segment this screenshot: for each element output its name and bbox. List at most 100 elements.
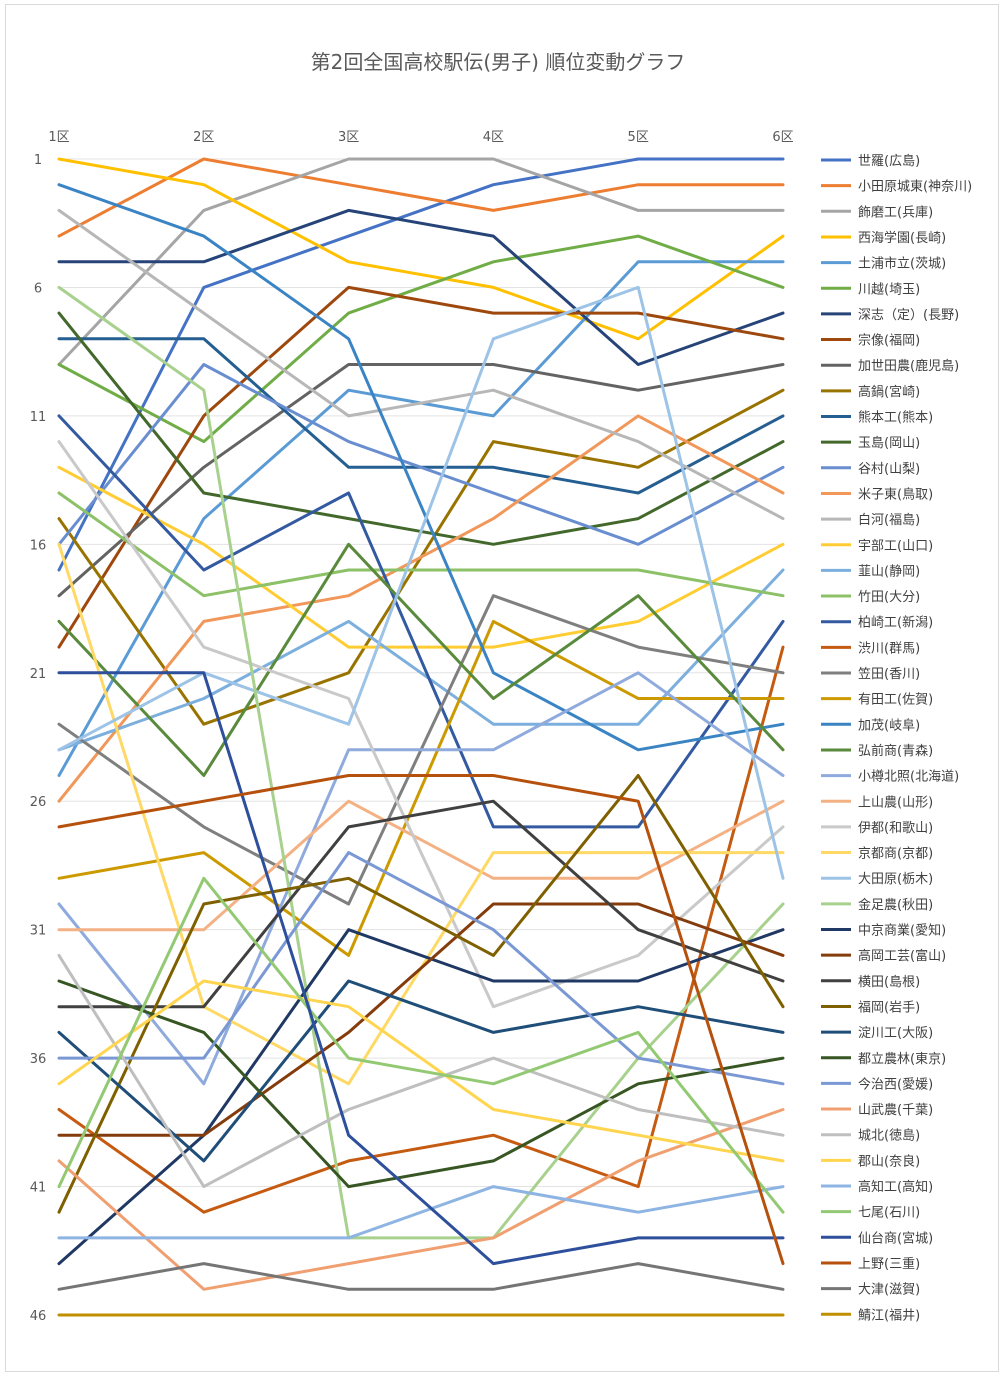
x-tick-label: 5区 — [628, 130, 649, 145]
legend-label: 飾磨工(兵庫) — [858, 205, 933, 220]
legend-entry: 弘前商(青森) — [821, 743, 933, 759]
legend-entry: 米子東(鳥取) — [821, 486, 933, 502]
legend-entry: 飾磨工(兵庫) — [821, 205, 933, 220]
legend-label: 宇部工(山口) — [858, 539, 933, 554]
series-line-34 — [57, 774, 785, 1214]
y-tick-label: 26 — [30, 795, 47, 810]
legend-entry: 淀川工(大阪) — [821, 1026, 933, 1041]
legend-entry: 都立農林(東京) — [821, 1051, 946, 1067]
chart-frame: 第2回全国高校駅伝(男子) 順位変動グラフ 1区 2区 3区 4区 5区 6区 1 6 11 1… — [5, 4, 999, 1372]
x-tick-label: 3区 — [338, 130, 359, 145]
legend-entry: 鯖江(福井) — [821, 1308, 920, 1323]
legend-label: 韮山(静岡) — [858, 564, 920, 579]
series-line-35 — [57, 979, 785, 1163]
legend-entry: 中京商業(愛知) — [821, 923, 946, 939]
series-line-27 — [57, 440, 785, 1009]
series-line-43 — [57, 671, 785, 1266]
series-line-3 — [57, 157, 785, 366]
legend-entry: 白河(福島) — [821, 512, 920, 528]
series-line-41 — [57, 1185, 785, 1240]
legend-entry: 金足農(秋田) — [821, 897, 933, 913]
legend-entry: 山武農(千葉) — [821, 1103, 933, 1118]
legend-label: 笠田(香川) — [858, 667, 920, 682]
legend-label: 土浦市立(茨城) — [858, 256, 946, 272]
series-line-9 — [57, 363, 785, 598]
legend-label: 高知工(高知) — [858, 1179, 933, 1195]
series-line-42 — [57, 876, 785, 1214]
series-line-30 — [57, 285, 785, 1240]
legend-entry: 福岡(岩手) — [821, 1000, 920, 1015]
legend-label: 世羅(広島) — [858, 154, 920, 169]
legend-label: 玉島(岡山) — [858, 436, 920, 451]
legend-label: 伊都(和歌山) — [858, 821, 933, 836]
legend-label: 京都商(京都) — [858, 847, 933, 862]
legend-entry: 郡山(奈良) — [821, 1153, 920, 1169]
series-line-13 — [57, 363, 785, 546]
series-line-45 — [57, 1262, 785, 1291]
legend-label: 横田(島根) — [858, 975, 920, 990]
legend-entry: 小田原城東(神奈川) — [821, 179, 972, 195]
legend-entry: 韮山(静岡) — [821, 564, 920, 579]
legend-entry: 上山農(山形) — [821, 795, 933, 810]
legend-entry: 今治西(愛媛) — [821, 1076, 933, 1092]
legend-label: 弘前商(青森) — [858, 743, 933, 759]
legend-label: 郡山(奈良) — [858, 1153, 920, 1169]
legend-entry: 小樽北照(北海道) — [821, 769, 959, 785]
x-tick-label: 6区 — [772, 130, 793, 145]
legend-label: 小田原城東(神奈川) — [858, 179, 972, 195]
series-line-26 — [57, 799, 785, 932]
legend-entry: 熊本工(熊本) — [821, 410, 933, 426]
y-tick-label: 41 — [30, 1181, 47, 1196]
series-line-31 — [57, 928, 785, 1266]
legend-label: 大田原(栃木) — [858, 872, 933, 887]
legend-label: 高鍋(宮崎) — [858, 384, 920, 400]
legend-entry: 川越(埼玉) — [821, 282, 920, 297]
y-tick-label: 11 — [30, 410, 47, 425]
legend-label: 宗像(福岡) — [858, 333, 920, 349]
series-line-1 — [57, 157, 785, 572]
legend-entry: 西海学園(長崎) — [821, 230, 946, 246]
series-line-29 — [57, 285, 785, 880]
legend-entry: 横田(島根) — [821, 975, 920, 990]
x-axis-ticks: 1区 2区 3区 4区 5区 6区 — [48, 130, 793, 145]
legend-entry: 渋川(群馬) — [821, 641, 920, 656]
legend-label: 有田工(佐賀) — [858, 693, 933, 708]
series-line-7 — [57, 208, 785, 366]
y-tick-label: 31 — [30, 924, 47, 939]
legend-entry: 加世田農(鹿児島) — [821, 358, 959, 374]
rank-chart: 第2回全国高校駅伝(男子) 順位変動グラフ 1区 2区 3区 4区 5区 6区 16111… — [30, 50, 972, 1324]
legend-entry: 玉島(岡山) — [821, 436, 920, 451]
legend-label: 小樽北照(北海道) — [858, 769, 959, 785]
y-tick-label: 36 — [30, 1052, 47, 1067]
legend-label: 柏崎工(新潟) — [858, 615, 933, 631]
legend-entry: 仙台商(宮城) — [821, 1230, 933, 1246]
legend-entry: 竹田(大分) — [821, 590, 920, 605]
legend-entry: 高岡工芸(富山) — [821, 948, 946, 964]
series-line-25 — [57, 671, 785, 1086]
series-line-22 — [57, 619, 785, 957]
legend-entry: 伊都(和歌山) — [821, 821, 933, 836]
legend-label: 中京商業(愛知) — [858, 923, 946, 939]
series-line-2 — [57, 157, 785, 238]
series-line-19 — [57, 414, 785, 829]
y-tick-label: 46 — [30, 1309, 47, 1324]
legend-label: 加茂(岐阜) — [858, 717, 920, 733]
legend-entry: 加茂(岐阜) — [821, 717, 920, 733]
legend-entry: 七尾(石川) — [821, 1206, 920, 1221]
legend-label: 白河(福島) — [858, 512, 920, 528]
series-line-36 — [57, 979, 785, 1189]
series-line-24 — [57, 542, 785, 777]
legend-entry: 宗像(福岡) — [821, 333, 920, 349]
x-tick-label: 4区 — [483, 130, 504, 145]
series-line-12 — [57, 311, 785, 546]
series-line-44 — [57, 774, 785, 1266]
legend-label: 熊本工(熊本) — [858, 410, 933, 426]
series-line-39 — [57, 953, 785, 1189]
legend: 世羅(広島) 小田原城東(神奈川) 飾磨工(兵庫) 西海学園(長崎) 土浦市立(茨城) 川… — [821, 154, 972, 1323]
series-line-18 — [57, 491, 785, 598]
legend-entry: 上野(三重) — [821, 1256, 920, 1272]
chart-title: 第2回全国高校駅伝(男子) 順位変動グラフ — [311, 50, 686, 74]
legend-label: 鯖江(福井) — [858, 1308, 920, 1323]
legend-label: 加世田農(鹿児島) — [858, 358, 959, 374]
